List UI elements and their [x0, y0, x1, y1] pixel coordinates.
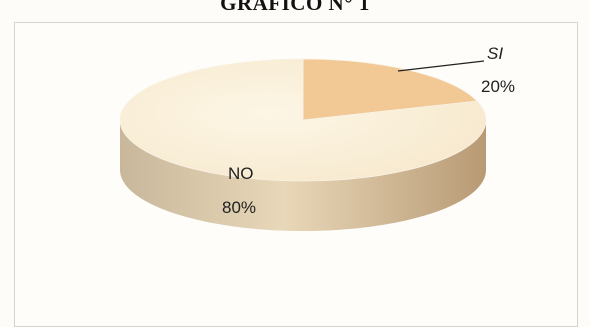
label-no-value: 80%	[222, 198, 256, 217]
label-no-category: NO	[228, 164, 254, 183]
leader-line-si	[397, 60, 485, 72]
pie-slices	[119, 58, 487, 182]
pie-side-surface	[120, 120, 486, 231]
label-si-value: 20%	[481, 77, 515, 96]
label-si: SI 20%	[397, 44, 515, 96]
pie-slice-no	[119, 58, 487, 182]
pie-slice-si	[302, 58, 478, 121]
label-no: NO 80%	[222, 164, 256, 217]
chart-title: GRAFICO N° 1	[220, 0, 370, 15]
pie-side	[120, 120, 486, 231]
label-si-category: SI	[487, 44, 503, 63]
